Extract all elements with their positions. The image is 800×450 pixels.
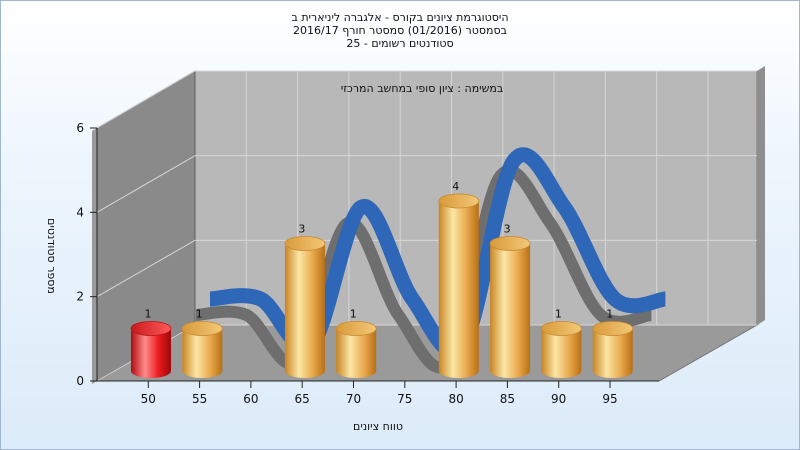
data-label-55: 1: [196, 308, 203, 321]
data-label-85: 3: [504, 223, 511, 236]
data-label-65: 3: [298, 223, 305, 236]
y-tick-label-2: 4: [76, 205, 84, 219]
bar-90: [541, 321, 582, 379]
chart-title-line-2: בסמסטר (01/2016) סמסטר חורף 2016/17: [293, 24, 507, 37]
y-axis-title: מספר סטודנטים: [45, 218, 58, 294]
bar-55: [181, 321, 223, 379]
right-wall-edge: [757, 66, 765, 325]
bars: [130, 193, 634, 379]
data-label-70: 1: [350, 308, 357, 321]
x-tick-label-60: 60: [243, 392, 258, 406]
data-label-50: 1: [145, 308, 152, 321]
bar-50: [130, 321, 172, 378]
x-tick-label-85: 85: [500, 392, 515, 406]
grid-line-left-2: [96, 155, 196, 213]
x-tick-label-90: 90: [551, 392, 566, 406]
x-axis-title: טווח ציונים: [353, 420, 403, 433]
data-label-90: 1: [555, 308, 562, 321]
x-tick-label-50: 50: [141, 392, 156, 406]
data-labels: 1 1 3 1 4 3 1 1: [145, 180, 614, 321]
axes: 0 2 4 6 50 55 60 65 70 75 80 85 90 95: [76, 121, 659, 406]
chart-title-line-1: היסטוגרמת ציונים בקורס - אלגברה ליניארית…: [291, 11, 509, 24]
data-label-95: 1: [606, 308, 613, 321]
x-tick-label-80: 80: [448, 392, 463, 406]
x-tick-label-65: 65: [295, 392, 310, 406]
left-wall-edge: [92, 128, 97, 384]
floor-edge: [659, 320, 765, 381]
bar-85: [489, 236, 531, 378]
grid-line-left-3: [96, 70, 196, 129]
chart-title-line-3: סטודנטים רשומים - 25: [346, 37, 454, 50]
x-tick-label-55: 55: [192, 392, 207, 406]
bar-70: [335, 321, 377, 379]
y-tick-label-1: 2: [76, 290, 84, 304]
x-tick-label-70: 70: [346, 392, 361, 406]
grid-line-left-1: [96, 239, 196, 298]
chart-annotation: במשימה : ציון סופי במחשב המרכזי: [341, 82, 504, 95]
bar-95: [592, 321, 634, 379]
x-tick-label-75: 75: [397, 392, 412, 406]
data-label-80: 4: [452, 180, 459, 193]
y-tick-label-0: 0: [76, 374, 84, 388]
x-tick-label-95: 95: [602, 392, 617, 406]
bar-80: [438, 193, 480, 379]
y-tick-label-3: 6: [76, 121, 84, 135]
bar-65: [284, 236, 326, 379]
